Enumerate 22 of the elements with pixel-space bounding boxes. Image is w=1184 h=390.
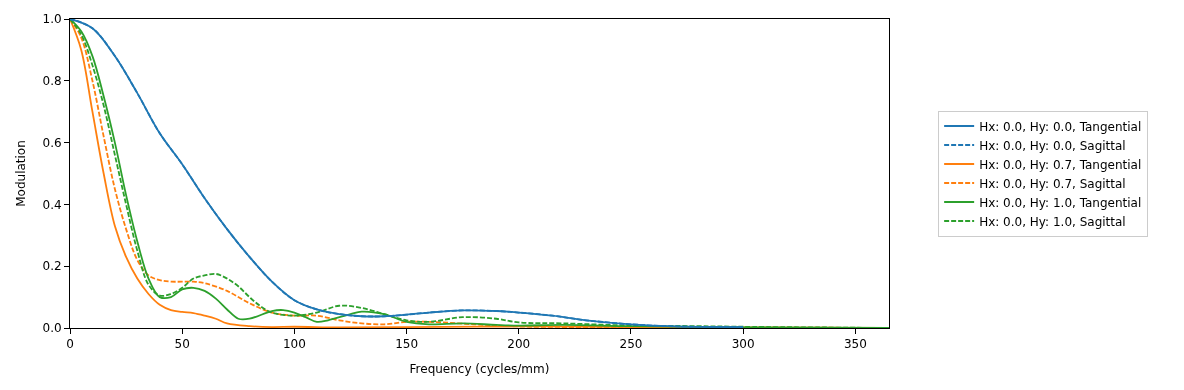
x-tick-label: 50	[174, 337, 190, 352]
x-tick-label: 250	[619, 337, 643, 352]
legend-label: Hx: 0.0, Hy: 0.0, Sagittal	[979, 138, 1126, 153]
legend-label: Hx: 0.0, Hy: 0.7, Sagittal	[979, 176, 1126, 191]
x-tick-label: 200	[507, 337, 531, 352]
x-tick-label: 150	[395, 337, 419, 352]
y-tick-label: 1.0	[42, 12, 62, 27]
y-axis-title: Modulation	[13, 140, 28, 207]
y-tick-label: 0.4	[42, 197, 62, 212]
y-tick-label: 0.6	[42, 135, 62, 150]
legend-label: Hx: 0.0, Hy: 0.7, Tangential	[979, 157, 1142, 172]
legend-label: Hx: 0.0, Hy: 1.0, Sagittal	[979, 214, 1126, 229]
x-tick-label: 350	[843, 337, 867, 352]
y-tick-label: 0.0	[42, 321, 62, 336]
x-tick-label: 100	[282, 337, 306, 352]
x-tick-label: 0	[66, 337, 74, 352]
x-tick-label: 300	[731, 337, 755, 352]
x-axis-title: Frequency (cycles/mm)	[409, 362, 550, 377]
y-tick-label: 0.2	[42, 259, 62, 274]
legend-label: Hx: 0.0, Hy: 1.0, Tangential	[979, 195, 1142, 210]
legend-label: Hx: 0.0, Hy: 0.0, Tangential	[979, 119, 1142, 134]
y-tick-label: 0.8	[42, 74, 62, 88]
